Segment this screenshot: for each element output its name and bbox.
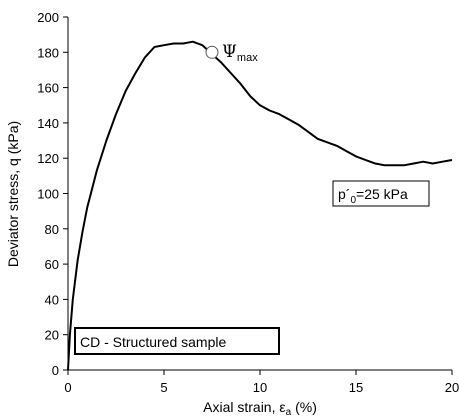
pressure-subscript: 0 (350, 195, 356, 206)
y-axis-label: Deviator stress, q (kPa) (5, 121, 21, 267)
y-axis-ticks: 0 20 40 60 80 100 120 140 160 180 200 (37, 10, 68, 378)
x-axis-label-main: Axial strain, ε (203, 399, 286, 415)
y-tick-label: 120 (37, 151, 59, 166)
x-axis-label-subscript: a (286, 407, 292, 418)
x-tick-label: 20 (445, 380, 459, 395)
peak-label-symbol: Ψ (222, 42, 237, 62)
pressure-value: =25 kPa (356, 186, 408, 202)
x-tick-label: 0 (64, 380, 71, 395)
y-tick-label: 180 (37, 45, 59, 60)
peak-label: Ψmax (222, 42, 258, 64)
x-tick-label: 10 (253, 380, 267, 395)
pressure-annotation-box (332, 180, 430, 207)
y-tick-label: 100 (37, 187, 59, 202)
y-tick-label: 160 (37, 81, 59, 96)
x-tick-label: 15 (349, 380, 363, 395)
y-tick-label: 60 (45, 257, 59, 272)
y-tick-label: 20 (45, 328, 59, 343)
x-axis-ticks: 0 5 10 15 20 (64, 370, 459, 395)
x-tick-label: 5 (160, 380, 167, 395)
sample-annotation-box (74, 327, 280, 355)
y-tick-label: 200 (37, 10, 59, 25)
y-tick-label: 40 (45, 292, 59, 307)
y-tick-label: 140 (37, 116, 59, 131)
peak-marker (205, 45, 219, 59)
y-tick-label: 0 (52, 363, 59, 378)
x-axis-label-unit: (%) (291, 399, 317, 415)
y-tick-label: 80 (45, 222, 59, 237)
sample-annotation: CD - Structured sample (80, 334, 226, 350)
pressure-symbol: p´ (338, 186, 350, 202)
stress-strain-curve (67, 40, 453, 371)
x-axis-label: Axial strain, εa (%) (203, 399, 317, 418)
peak-label-subscript: max (237, 52, 258, 64)
pressure-annotation: p´0=25 kPa (338, 186, 408, 206)
